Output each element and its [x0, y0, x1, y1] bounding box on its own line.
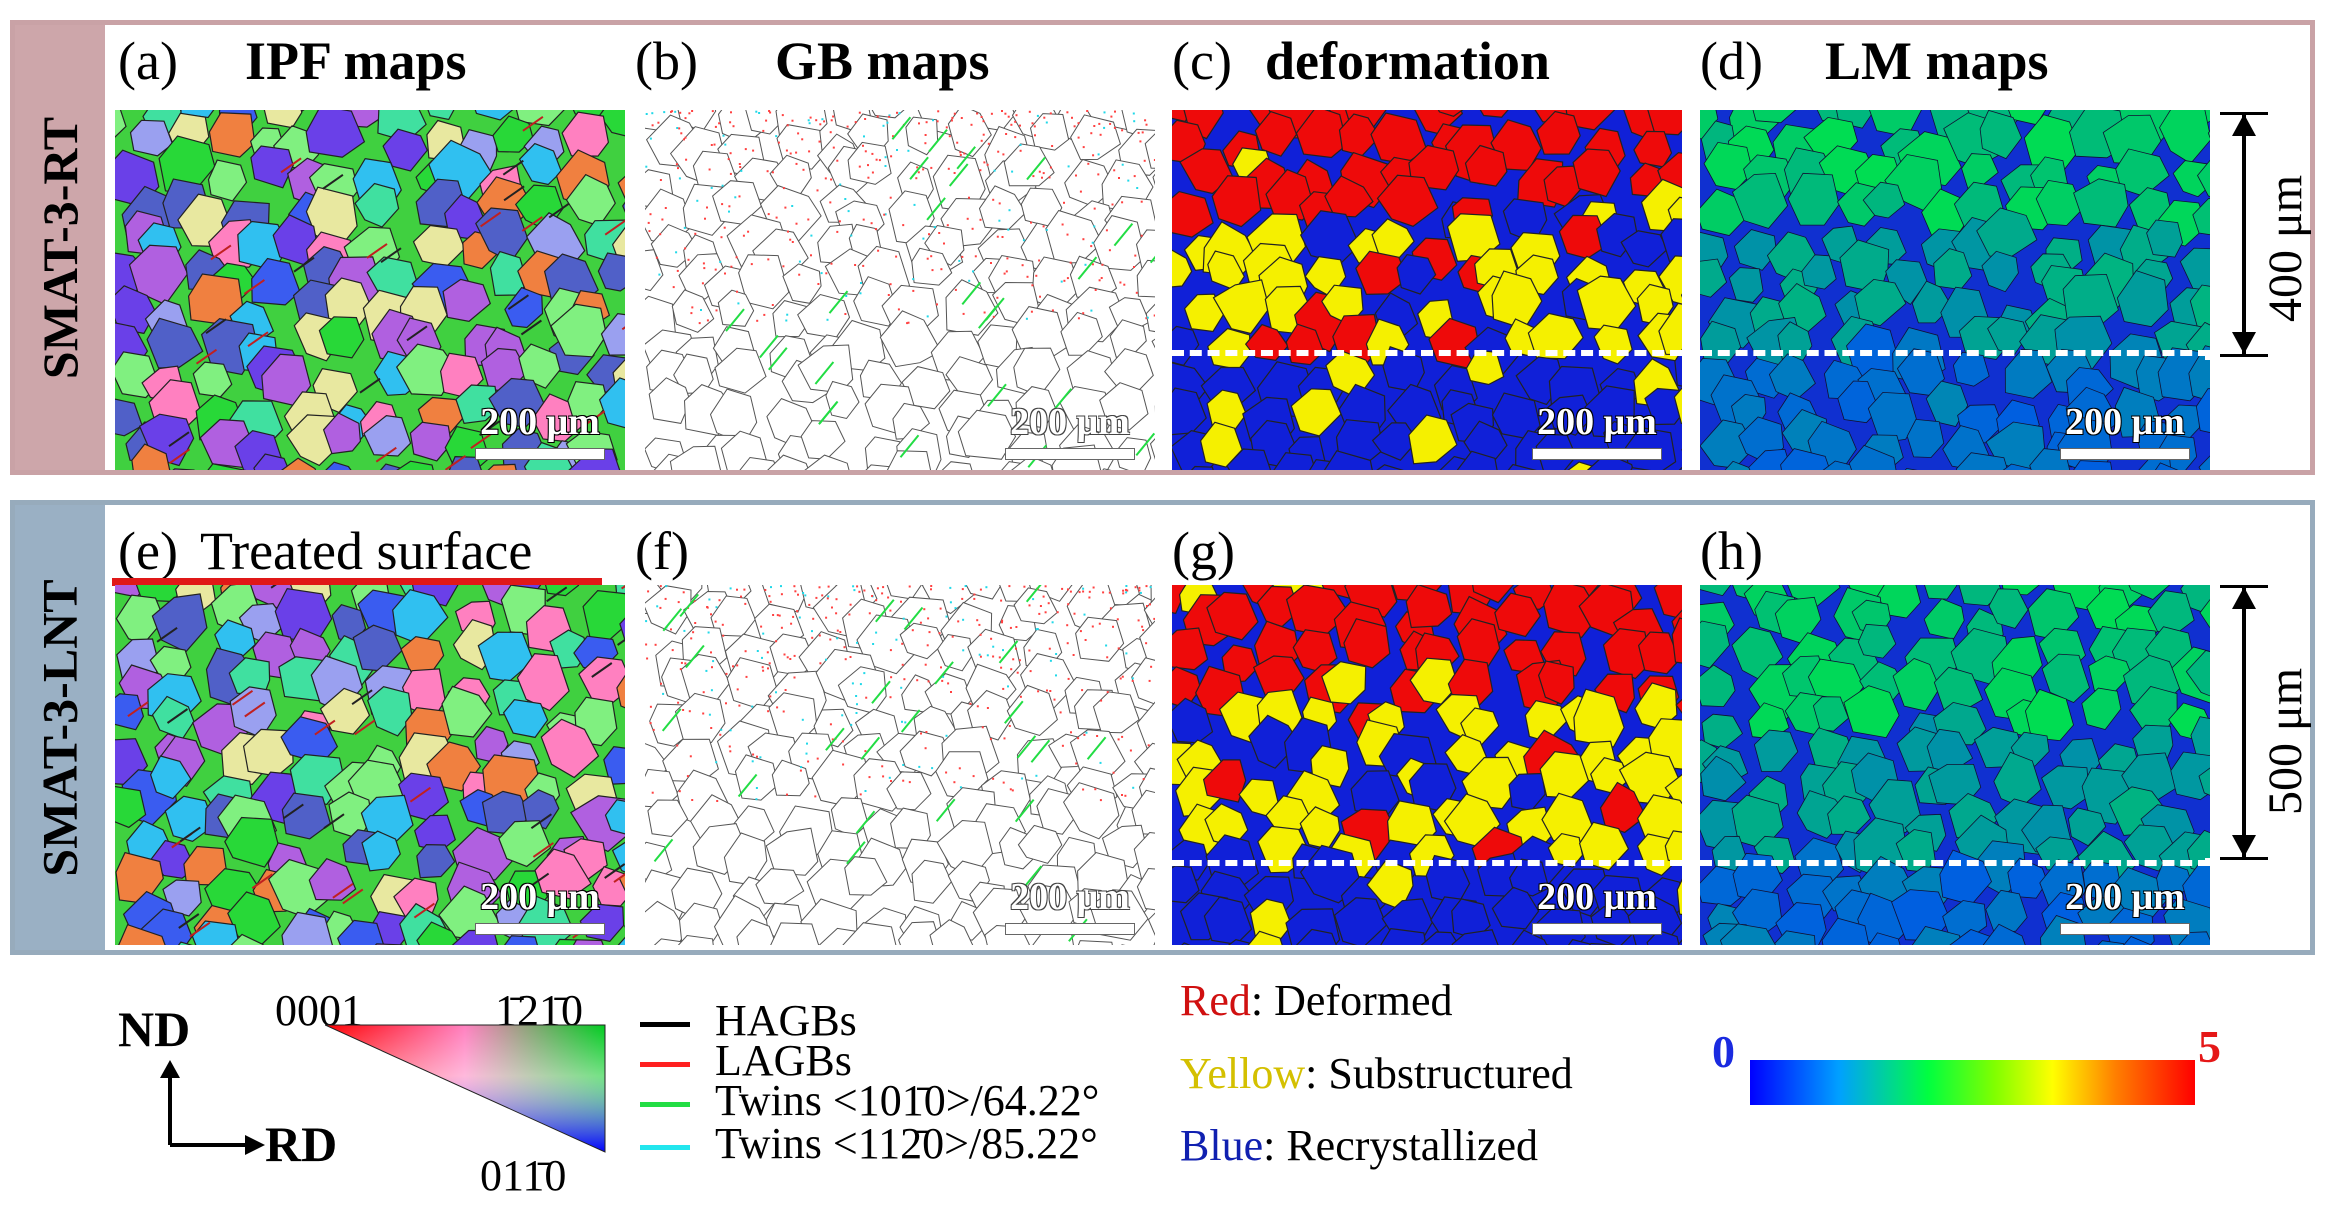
axis-nd-label: ND [118, 1001, 191, 1057]
lagb-swatch [640, 1062, 690, 1067]
depth-dashed-line [1700, 860, 2210, 866]
scale-bar: 200 μm [1005, 875, 1135, 935]
panel-g-title: (g) [1172, 521, 1235, 581]
panel-d-title: (d) [1700, 31, 1763, 91]
scale-bar: 200 μm [2060, 875, 2190, 935]
depth-dashed-line-ext [2205, 354, 2285, 360]
hagb-label: HAGBs [715, 996, 857, 1045]
twin-1010-label: Twins <101̄0>/64.22° [715, 1076, 1100, 1125]
panel-d-heading: LM maps [1825, 31, 2049, 91]
row-label-lnt: SMAT-3-LNT [15, 505, 105, 950]
panel-f-title: (f) [635, 521, 689, 581]
row-smat-3-rt: SMAT-3-RT [10, 20, 2315, 475]
scale-bar: 200 μm [1532, 875, 1662, 935]
depth-dashed-line [1172, 350, 1682, 356]
row-smat-3-lnt: SMAT-3-LNT [10, 500, 2315, 955]
ipf-corner-0110: 011̄0 [480, 1151, 567, 1200]
axis-rd-label: RD [265, 1116, 338, 1172]
panel-h-title: (h) [1700, 521, 1763, 581]
panel-e-title: (e) [118, 521, 178, 581]
legend-substructured: Yellow: Substructured [1180, 1049, 1573, 1098]
lm-map-h: 200 μm [1700, 585, 2210, 945]
panel-a-heading: IPF maps [245, 31, 467, 91]
twin-1120-label: Twins <112̄0>/85.22° [715, 1119, 1098, 1168]
legend-deformed: Red: Deformed [1180, 976, 1453, 1025]
gb-map-b: 200 μm [645, 110, 1155, 470]
panel-e-heading: Treated surface [200, 521, 533, 581]
scale-bar: 200 μm [475, 875, 605, 935]
scale-bar: 200 μm [1532, 400, 1662, 460]
twin-1010-swatch [640, 1102, 690, 1107]
deformation-map-c: 200 μm [1172, 110, 1682, 470]
depth-indicator-lnt: 500 μm [2210, 585, 2312, 860]
colorbar-min-label: 0 [1712, 1026, 1735, 1077]
panel-a-title: (a) [118, 31, 178, 91]
panel-c-title: (c) [1172, 31, 1232, 91]
deformation-map-g: 200 μm [1172, 585, 1682, 945]
depth-dashed-line-ext [2205, 858, 2285, 864]
twin-1120-swatch [640, 1145, 690, 1150]
ipf-map-e: 200 μm [115, 585, 625, 945]
legend-recrystallized: Blue: Recrystallized [1180, 1121, 1539, 1170]
depth-indicator-rt: 400 μm [2210, 112, 2312, 357]
depth-dashed-line [1700, 350, 2210, 356]
lm-colorbar [1750, 1060, 2195, 1105]
lm-map-d: 200 μm [1700, 110, 2210, 470]
scale-bar: 200 μm [475, 400, 605, 460]
scale-bar: 200 μm [2060, 400, 2190, 460]
ipf-color-triangle [325, 1024, 606, 1153]
panel-c-heading: deformation [1265, 31, 1550, 91]
depth-dashed-line [1172, 860, 1682, 866]
panel-b-title: (b) [635, 31, 698, 91]
treated-surface-line [112, 578, 602, 586]
panel-b-heading: GB maps [775, 31, 990, 91]
colorbar-max-label: 5 [2198, 1021, 2221, 1072]
hagb-swatch [640, 1022, 690, 1027]
lagb-label: LAGBs [715, 1036, 852, 1085]
scale-bar: 200 μm [1005, 400, 1135, 460]
axis-arrows-icon [160, 1060, 265, 1155]
gb-map-f: 200 μm [645, 585, 1155, 945]
row-label-rt: SMAT-3-RT [15, 25, 105, 470]
ipf-map-a: 200 μm [115, 110, 625, 470]
